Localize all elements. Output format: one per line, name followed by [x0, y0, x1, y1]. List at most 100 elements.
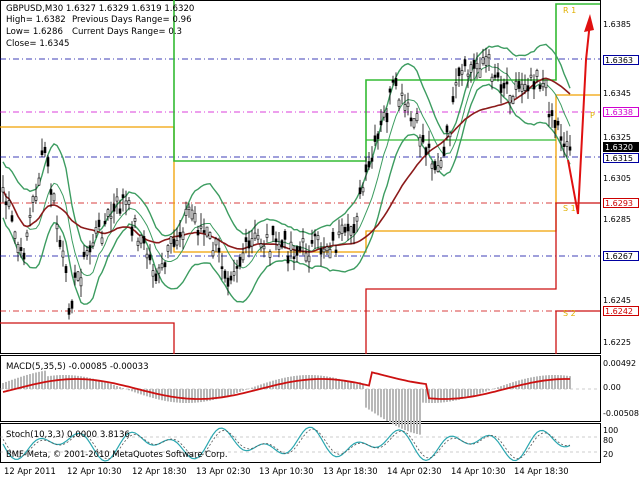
candle-body [229, 275, 233, 281]
candle-body [136, 240, 140, 246]
candle-body [193, 213, 197, 223]
candle-body [478, 68, 482, 78]
candle-body [379, 120, 383, 126]
pivot-label-r1: R 1 [563, 6, 577, 15]
candle-body [157, 267, 161, 274]
candle-body [238, 256, 242, 267]
candle-body [421, 135, 425, 143]
candle-body [352, 224, 356, 234]
time-axis-label: 12 Apr 10:30 [67, 466, 122, 476]
candle-body [10, 215, 14, 222]
time-axis-label: 14 Apr 10:30 [451, 466, 506, 476]
candle-body [556, 120, 560, 126]
symbol-ohlc-line: GBPUSD,M30 1.6327 1.6329 1.6319 1.6320 [6, 4, 195, 14]
stoch-panel-frame [0, 423, 601, 463]
r1-line [173, 0, 600, 162]
candle-body [151, 270, 155, 277]
candle-body [406, 102, 410, 107]
candle-body [235, 266, 239, 269]
candle-body [490, 76, 494, 82]
candle-body [535, 70, 539, 77]
candle-body [145, 253, 149, 259]
candle-body [40, 150, 44, 156]
candle-body [328, 249, 332, 259]
candle-body [412, 118, 416, 128]
price-tag: 1.6293 [603, 198, 639, 208]
candle-body [370, 157, 374, 162]
candle-body [466, 73, 470, 77]
candle-body [73, 272, 77, 278]
candle-body [274, 238, 278, 243]
pivot-line [0, 94, 600, 253]
candle-body [187, 206, 191, 211]
time-axis-label: 12 Apr 2011 [4, 466, 56, 476]
stoch-axis-label: 20 [603, 450, 614, 459]
candle-body [301, 238, 305, 243]
candle-body [439, 160, 443, 168]
candle-body [487, 54, 491, 59]
candle-body [94, 227, 98, 234]
candle-body [142, 236, 146, 244]
pivot-label-p: P [590, 111, 595, 120]
candle-body [307, 255, 311, 263]
candle-body [271, 225, 275, 236]
stoch-indicator-label: Stoch(10,3,3) 0.0000 3.8136 [6, 430, 130, 440]
candle-body [493, 74, 497, 78]
macd-axis-label: -0.00508 [603, 409, 639, 418]
candle-body [550, 110, 554, 117]
close-label: Close= 1.6345 [6, 39, 70, 49]
candle-body [322, 248, 326, 253]
main-chart-frame [0, 0, 601, 354]
candle-body [565, 141, 569, 147]
candle-body [430, 163, 434, 169]
candle-body [277, 243, 281, 250]
s2-line [365, 202, 600, 354]
candle-body [358, 187, 362, 195]
candle-body [175, 240, 179, 246]
candle-body [376, 133, 380, 139]
candle-body [28, 215, 32, 218]
stoch-axis-label: 80 [603, 436, 614, 445]
candle-body [172, 238, 176, 247]
candle-body [67, 308, 71, 315]
candle-body [562, 143, 566, 148]
candle-body [37, 177, 41, 186]
high-label: High= 1.6382 [6, 15, 66, 25]
candle-body [409, 117, 413, 122]
candle-body [79, 277, 83, 287]
candle-body [130, 226, 134, 236]
candle-body [148, 254, 152, 261]
time-axis-label: 13 Apr 02:30 [196, 466, 251, 476]
candle-body [346, 223, 350, 232]
candle-body [391, 79, 395, 83]
candle-body [433, 161, 437, 171]
candle-body [295, 246, 299, 256]
candle-body [88, 245, 92, 253]
candle-body [286, 255, 290, 264]
candle-body [529, 74, 533, 78]
candle-body [16, 244, 20, 253]
candle-body [451, 96, 455, 103]
candle-body [388, 88, 392, 93]
price-axis-label: 1.6225 [603, 338, 631, 347]
candle-body [424, 147, 428, 156]
price-axis-label: 1.6245 [603, 296, 631, 305]
candle-body [115, 196, 119, 202]
candle-body [334, 249, 338, 253]
candle-body [208, 232, 212, 239]
candle-body [121, 194, 125, 198]
bollinger-upper [2, 43, 571, 249]
candle-body [4, 201, 8, 206]
price-axis-label: 1.6345 [603, 89, 631, 98]
candle-body [283, 230, 287, 240]
candle-body [373, 135, 377, 142]
price-tag: 1.6267 [603, 251, 639, 261]
candle-body [457, 67, 461, 77]
candle-body [448, 132, 452, 138]
candle-body [31, 196, 35, 203]
candle-body [526, 85, 530, 92]
candle-body [55, 224, 59, 230]
candle-body [568, 146, 572, 151]
candle-body [190, 209, 194, 220]
